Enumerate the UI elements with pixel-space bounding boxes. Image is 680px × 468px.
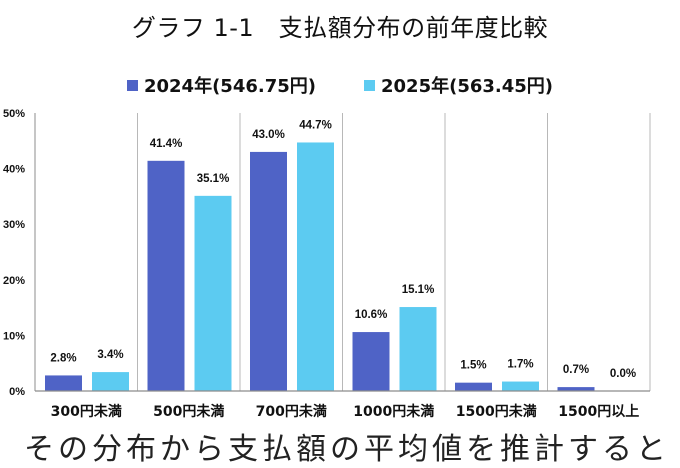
data-label: 1.7% [507, 359, 533, 371]
data-label: 10.6% [355, 309, 388, 321]
y-tick-label: 20% [3, 275, 25, 287]
data-label: 15.1% [402, 284, 435, 296]
legend-label-2024: 2024年(546.75円) [143, 76, 316, 97]
bar-chart: 2.8% 41.4% 43.0% 10.6% 1.5% 0.7% 3.4% 35.1% 44.7… [3, 108, 651, 420]
bars [45, 142, 595, 391]
body-text: その分布から支払額の平均値を推計すると [24, 432, 670, 467]
bar-2025 [297, 142, 334, 391]
bar-2024 [147, 160, 185, 391]
legend-label-2025: 2025年(563.45円) [381, 76, 554, 97]
y-axis-ticks: 0% 10% 20% 30% 40% 50% [3, 108, 25, 398]
y-tick-label: 30% [3, 219, 25, 231]
data-labels: 2.8% 41.4% 43.0% 10.6% 1.5% 0.7% 3.4% 35.1% 44.7… [50, 119, 636, 380]
bar-2024 [45, 375, 82, 391]
bar-2025 [399, 307, 437, 391]
legend-item-2025: 2025年(563.45円) [364, 72, 553, 98]
data-label: 2.8% [50, 352, 76, 364]
grid-lines [137, 113, 651, 391]
y-tick-label: 0% [9, 386, 25, 398]
data-label: 44.7% [299, 119, 332, 131]
bar-2024 [557, 387, 595, 391]
x-tick-label: 1500円未満 [456, 403, 537, 420]
data-label: 0.7% [563, 364, 589, 376]
data-label: 3.4% [97, 349, 123, 361]
legend-item-2024: 2024年(546.75円) [126, 72, 316, 98]
chart-legend: 2024年(546.75円) 2025年(563.45円) [0, 72, 680, 98]
x-tick-label: 300円未満 [51, 403, 122, 420]
x-tick-label: 700円未満 [256, 403, 327, 420]
data-label: 35.1% [197, 173, 230, 185]
data-label: 43.0% [252, 129, 285, 141]
x-tick-label: 1000円未満 [353, 403, 434, 420]
data-label: 41.4% [150, 138, 183, 150]
bar-2025 [502, 381, 539, 391]
data-label: 1.5% [460, 360, 486, 372]
bar-2025 [194, 195, 232, 391]
x-tick-label: 500円未満 [153, 403, 224, 420]
x-axis-ticks: 300円未満 500円未満 700円未満 1000円未満 1500円未満 1500円以上 [51, 403, 640, 420]
legend-swatch-2025 [364, 79, 375, 91]
bar-2024 [250, 151, 287, 391]
y-tick-label: 50% [3, 108, 25, 120]
x-tick-label: 1500円以上 [558, 404, 639, 420]
bar-2024 [455, 382, 492, 391]
legend-swatch-2024 [126, 79, 138, 91]
data-label: 0.0% [610, 368, 636, 380]
y-tick-label: 40% [3, 164, 25, 176]
bar-2025 [92, 372, 129, 391]
chart-title: グラフ 1-1 支払額分布の前年度比較 [131, 14, 549, 42]
y-tick-label: 10% [3, 330, 25, 342]
bar-2024 [352, 332, 390, 391]
axes [34, 113, 650, 392]
